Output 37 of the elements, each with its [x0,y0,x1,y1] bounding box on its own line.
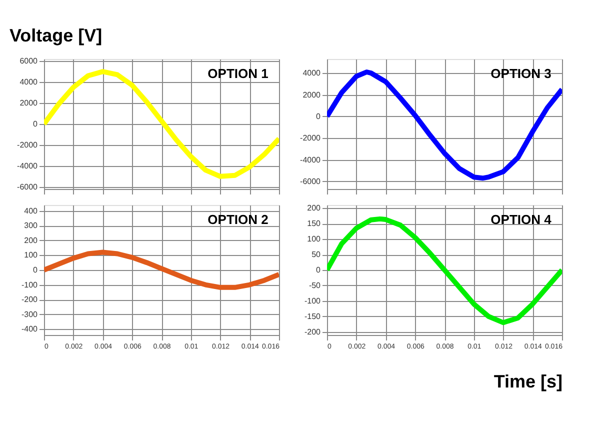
y-tick-label: 0 [316,266,322,274]
y-tick-label: 0 [316,112,322,121]
y-tick-label: -6000 [300,176,322,186]
y-tick-label: -4000 [17,161,38,170]
y-tick-label: -50 [308,280,322,290]
y-tick-label: 150 [307,219,322,228]
text: OPTION 1 [208,66,268,81]
y-tick-label: -2000 [17,140,38,150]
y-tick-label: -100 [304,296,322,306]
text: OPTION 4 [490,212,552,227]
y-tick-label: -200 [21,295,38,304]
y-tick-label: -6000 [17,182,38,192]
y-tick-label: -400 [21,324,38,334]
y-tick-label: 100 [307,234,322,244]
y-tick-label: 300 [24,221,38,230]
y-tick-label: -150 [304,312,322,321]
y-tick-label: -2000 [300,134,322,143]
y-tick-label: 0 [33,120,38,128]
y-tick-label: -4000 [300,155,322,164]
y-tick-label: -300 [21,310,38,319]
y-tick-label: -200 [304,327,322,336]
y-tick-label: 4000 [20,78,38,87]
y-tick-label: 0 [33,266,38,274]
y-tick-label: 2000 [302,90,322,100]
y-tick-label: 6000 [20,56,38,66]
y-tick-label: 4000 [302,68,322,78]
y-tick-label: 2000 [20,98,38,108]
y-tick-label: 100 [24,250,38,260]
text: OPTION 3 [490,66,552,81]
text: OPTION 2 [208,212,268,227]
y-tick-label: 50 [312,250,322,260]
x-axis-title: Time [s] [494,372,562,392]
y-tick-label: 400 [24,206,38,216]
y-tick-label: 200 [307,204,322,213]
y-tick-label: 200 [24,236,38,245]
y-tick-label: -100 [21,280,38,290]
y-axis-title: Voltage [V] [10,26,102,46]
